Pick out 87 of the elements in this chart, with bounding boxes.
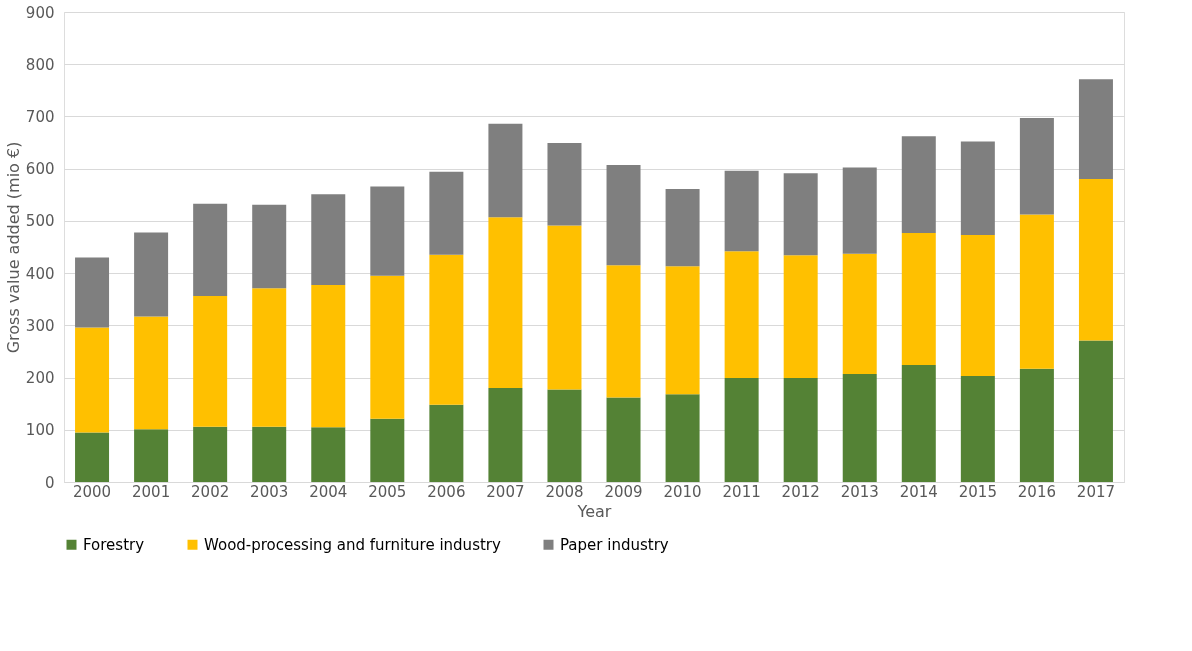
x-tick-label: 2014 <box>899 482 938 501</box>
bar <box>134 316 169 430</box>
x-tick-label: 2004 <box>309 482 348 501</box>
bar <box>370 186 405 276</box>
x-tick-label: 2015 <box>958 482 997 501</box>
y-tick-label: 500 <box>25 212 55 231</box>
bar <box>960 234 995 376</box>
y-tick-label: 0 <box>44 473 55 492</box>
x-tick-label: 2002 <box>191 482 230 501</box>
bar <box>311 194 346 286</box>
bar <box>193 426 228 482</box>
x-tick-label: 2008 <box>545 482 584 501</box>
x-axis-title: Year <box>576 501 612 521</box>
x-tick-label: 2011 <box>722 482 761 501</box>
bar <box>488 388 523 482</box>
bar <box>724 170 759 252</box>
x-tick-label: 2013 <box>840 482 879 501</box>
bar <box>724 251 759 379</box>
bar <box>429 254 464 405</box>
legend-label: Forestry <box>83 535 145 554</box>
bar <box>783 173 818 256</box>
legend-label: Paper industry <box>560 535 669 554</box>
bar <box>665 266 700 395</box>
bar <box>842 253 877 374</box>
bar <box>547 143 582 226</box>
bar <box>1078 340 1113 482</box>
bar <box>606 265 641 398</box>
y-tick-label: 200 <box>25 369 55 388</box>
bar <box>960 141 995 235</box>
bar <box>75 432 110 482</box>
bar <box>75 257 110 328</box>
x-tick-label: 2006 <box>427 482 466 501</box>
bar <box>783 255 818 379</box>
x-tick-label: 2010 <box>663 482 702 501</box>
bar <box>665 189 700 267</box>
bar <box>665 394 700 482</box>
bar <box>488 123 523 218</box>
y-axis-title: Gross value added (mio €) <box>3 141 23 354</box>
bar <box>724 378 759 482</box>
x-tick-label: 2000 <box>72 482 112 501</box>
bar <box>193 296 228 427</box>
y-tick-label: 600 <box>25 160 55 179</box>
bar <box>547 225 582 390</box>
bar <box>960 375 995 482</box>
bar <box>370 275 405 419</box>
bar <box>901 232 936 366</box>
bar <box>252 204 287 289</box>
bar <box>606 165 641 266</box>
y-tick-label: 700 <box>25 107 55 126</box>
y-tick-label: 800 <box>25 55 55 74</box>
x-tick-label: 2007 <box>486 482 525 501</box>
x-tick-label: 2001 <box>132 482 171 501</box>
y-tick-label: 300 <box>25 316 55 335</box>
bar <box>606 397 641 482</box>
bar <box>1019 118 1054 215</box>
bar <box>193 203 228 297</box>
bar <box>1078 79 1113 180</box>
bar <box>311 285 346 428</box>
bar <box>134 429 169 482</box>
y-tick-label: 400 <box>25 264 55 283</box>
bar <box>488 217 523 388</box>
bar <box>842 373 877 482</box>
y-tick-label: 100 <box>25 421 55 440</box>
x-tick-label: 2009 <box>604 482 643 501</box>
legend-label: Wood-processing and furniture industry <box>204 535 501 554</box>
bar <box>370 418 405 482</box>
bar <box>429 404 464 482</box>
bar <box>901 365 936 482</box>
bar <box>252 426 287 482</box>
y-tick-label: 900 <box>25 3 55 22</box>
bar <box>134 232 169 317</box>
x-tick-label: 2005 <box>368 482 407 501</box>
bar <box>252 288 287 427</box>
x-tick-label: 2016 <box>1017 482 1056 501</box>
bar <box>429 171 464 255</box>
bar <box>311 427 346 482</box>
bar <box>1078 179 1113 341</box>
bar <box>1019 368 1054 482</box>
x-tick-label: 2003 <box>250 482 289 501</box>
bar <box>842 167 877 254</box>
x-tick-label: 2012 <box>781 482 820 501</box>
bar <box>75 327 110 433</box>
bar <box>901 136 936 233</box>
bar <box>783 378 818 482</box>
bar <box>547 389 582 482</box>
x-tick-label: 2017 <box>1076 482 1116 501</box>
bar <box>1019 214 1054 369</box>
